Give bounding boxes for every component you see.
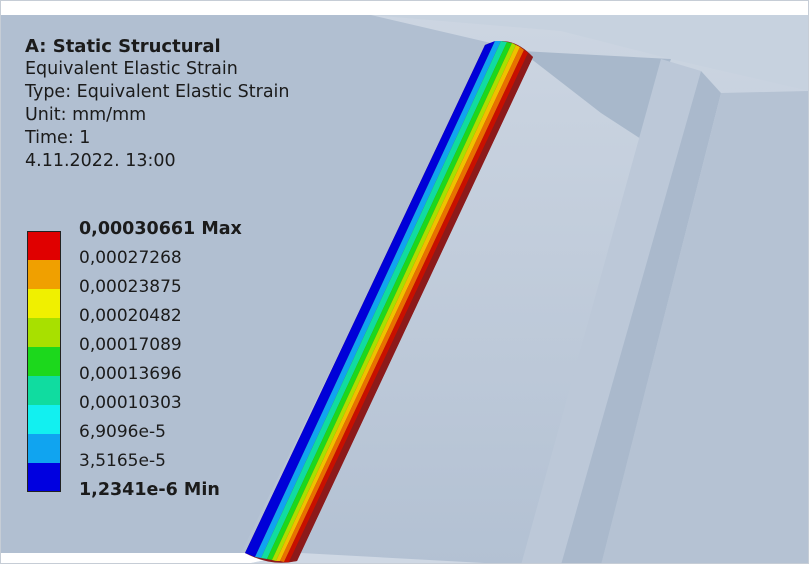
model-face-front [251, 553, 485, 563]
weld-band-red [284, 50, 528, 562]
weld-band-orange [280, 47, 524, 562]
result-info-panel: A: Static Structural Equivalent Elastic … [25, 35, 290, 173]
background-region-top [1, 1, 808, 15]
legend-label-min: 1,2341e-6 Min [79, 480, 220, 500]
legend-label: 0,00010303 [79, 393, 182, 413]
legend-label: 0,00017089 [79, 335, 182, 355]
legend-swatch [27, 260, 61, 289]
legend-swatch [27, 318, 61, 347]
legend-label: 6,9096e-5 [79, 422, 166, 442]
weld-band-yellow [276, 45, 520, 561]
legend-label-max: 0,00030661 Max [79, 219, 242, 239]
weld-band-blue [245, 41, 495, 557]
weld-band-cyan [261, 41, 507, 559]
weld-band-green [267, 42, 512, 560]
legend-swatch [27, 347, 61, 376]
model-face-slope [521, 51, 671, 139]
model-face-right [601, 91, 808, 563]
result-timestamp: 4.11.2022. 13:00 [25, 151, 176, 171]
result-type: Type: Equivalent Elastic Strain [25, 82, 290, 102]
legend-swatch [27, 231, 61, 260]
result-unit: Unit: mm/mm [25, 105, 147, 125]
legend-label: 0,00013696 [79, 364, 182, 384]
analysis-title: A: Static Structural [25, 36, 221, 57]
legend-label: 0,00020482 [79, 306, 182, 326]
legend-swatch [27, 376, 61, 405]
legend-label: 0,00023875 [79, 277, 182, 297]
result-time: Time: 1 [25, 128, 91, 148]
model-groove-shadow [561, 71, 721, 563]
model-groove [521, 59, 701, 563]
legend-swatch [27, 289, 61, 318]
legend-swatch [27, 405, 61, 434]
weld-band-yellowgreen [272, 43, 516, 561]
model-face-top-left [1, 15, 491, 553]
weld-band-darkred [289, 53, 533, 562]
result-name: Equivalent Elastic Strain [25, 59, 238, 79]
legend-label: 0,00027268 [79, 248, 182, 268]
model-face-top [371, 15, 808, 91]
legend-label: 3,5165e-5 [79, 451, 166, 471]
legend-swatch [27, 463, 61, 492]
legend-swatch [27, 434, 61, 463]
model-face-bottom [1, 553, 301, 563]
weld-band-lightblue [255, 41, 501, 558]
